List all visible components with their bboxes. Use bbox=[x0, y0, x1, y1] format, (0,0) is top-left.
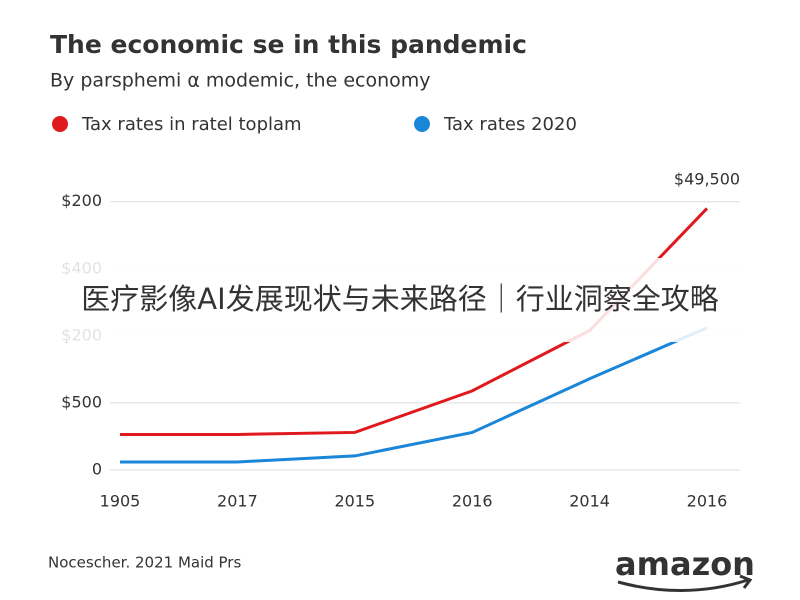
plot: 0$500$200$400$20019052017201520162014201… bbox=[61, 191, 740, 511]
series-line bbox=[120, 326, 708, 464]
y-tick-label: 0 bbox=[92, 460, 102, 479]
annotation: $49,500 bbox=[674, 170, 740, 189]
x-tick-label: 2014 bbox=[569, 492, 610, 511]
chart-subtitle: By parsphemi α modemic, the economy bbox=[50, 70, 431, 92]
y-tick-label: $500 bbox=[61, 392, 102, 411]
x-tick-label: 1905 bbox=[100, 492, 141, 511]
x-tick-label: 2016 bbox=[687, 492, 728, 511]
source: Nocescher. 2021 Maid Prs bbox=[48, 554, 241, 572]
logo: amazon bbox=[615, 545, 755, 583]
x-tick-label: 2017 bbox=[217, 492, 258, 511]
banner: 医疗影像AI发展现状与未来路径｜行业洞察全攻略 bbox=[81, 282, 718, 316]
legend-marker bbox=[52, 116, 68, 132]
logo-smile bbox=[617, 574, 753, 592]
legend-label: Tax rates 2020 bbox=[443, 114, 577, 135]
x-tick-label: 2016 bbox=[452, 492, 493, 511]
legend-label: Tax rates in ratel toplam bbox=[81, 114, 302, 135]
banner-bg bbox=[0, 258, 800, 342]
legend-marker bbox=[414, 116, 430, 132]
x-tick-label: 2015 bbox=[334, 492, 375, 511]
chart-title: The economic se in this pandemic bbox=[50, 30, 527, 59]
y-tick-label: $200 bbox=[61, 191, 102, 210]
